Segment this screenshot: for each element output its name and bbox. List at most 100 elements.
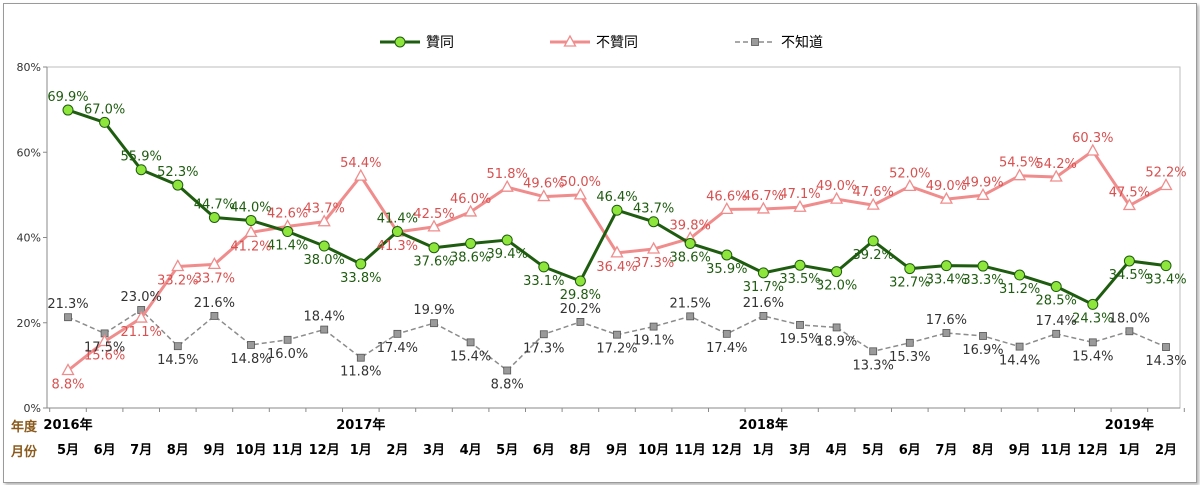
series-1-point (245, 214, 257, 226)
year-label: 2016年 (43, 417, 92, 433)
series-2-data-label: 54.4% (340, 156, 381, 171)
legend: 贊同 不贊同 不知道 (380, 34, 823, 51)
series-1-data-label: 44.0% (230, 200, 271, 215)
series-1-data-label: 33.8% (340, 271, 381, 286)
series-2-data-label: 60.3% (1072, 131, 1113, 146)
series-1-data-label: 35.9% (706, 262, 747, 277)
data-labels: 69.9%67.0%55.9%52.3%44.7%44.0%41.4%38.0%… (47, 90, 1186, 392)
series-3-data-label: 14.5% (157, 353, 198, 368)
series-3-point (173, 342, 182, 351)
series-1-data-label: 29.8% (560, 288, 601, 303)
month-label: 11月 (675, 443, 706, 458)
series-2-data-label: 21.1% (121, 325, 162, 340)
month-label: 8月 (972, 443, 994, 458)
month-label: 6月 (899, 443, 921, 458)
series-1-data-label: 34.5% (1109, 268, 1150, 283)
series-1-data-label: 33.4% (926, 273, 967, 288)
series-3-data-label: 21.6% (194, 296, 235, 311)
series-3-data-label: 18.0% (1109, 311, 1150, 326)
series-1-data-label: 41.4% (267, 239, 308, 254)
series-3-point (905, 338, 914, 347)
series-2-data-label: 51.8% (487, 167, 528, 182)
series-1-data-label: 38.0% (304, 253, 345, 268)
series-1-point (648, 216, 660, 228)
series-2-point (939, 191, 953, 204)
series-3-point (1052, 329, 1061, 338)
series-2-data-label: 49.9% (962, 175, 1003, 190)
series-3-data-label: 19.9% (413, 303, 454, 318)
legend-label-3: 不知道 (781, 34, 823, 51)
series-2-point (537, 189, 551, 202)
series-1-data-label: 41.4% (377, 212, 418, 227)
series-2-point (317, 214, 331, 227)
series-1-data-label: 69.9% (47, 90, 88, 105)
month-label: 9月 (203, 443, 225, 458)
series-2-point (171, 259, 185, 272)
y-tick-label: 60% (17, 146, 41, 159)
series-1-data-label: 32.7% (889, 276, 930, 291)
series-1-data-label: 39.4% (487, 247, 528, 262)
series-3-point (722, 329, 731, 338)
y-tick-label: 0% (24, 402, 41, 415)
series-2-point (1122, 198, 1136, 211)
series-2-point (98, 334, 112, 347)
series-3-point (64, 313, 72, 322)
series-1-data-label: 33.1% (523, 274, 564, 289)
series-2-data-label: 41.3% (377, 239, 418, 254)
series-2-point (976, 187, 990, 200)
series-3-point (759, 312, 768, 320)
series-2-data-label: 8.8% (51, 377, 84, 392)
series-3-data-label: 17.3% (523, 341, 564, 356)
y-tick-label: 20% (17, 317, 41, 330)
series-2-data-label: 46.7% (743, 189, 784, 204)
month-label: 5月 (57, 443, 79, 458)
month-row-label: 月份 (10, 444, 38, 460)
series-3-point (320, 325, 329, 334)
series-3-point (393, 329, 402, 338)
series-2-data-label: 47.6% (853, 185, 894, 200)
legend-marker-3 (751, 38, 759, 46)
series-1-data-label: 38.6% (450, 250, 491, 265)
series-1-point (757, 267, 769, 279)
month-label: 2月 (1155, 443, 1177, 458)
series-3-point (1015, 342, 1024, 351)
series-2-point (500, 179, 514, 192)
series-3-data-label: 17.4% (377, 341, 418, 356)
month-label: 9月 (606, 443, 628, 458)
series-3-point (686, 312, 695, 321)
series-2-data-label: 15.6% (84, 349, 125, 364)
series-2-point (427, 219, 441, 232)
series-3-data-label: 21.6% (743, 296, 784, 311)
month-label: 10月 (638, 443, 669, 458)
series-2-point (756, 201, 770, 214)
series-3-point (979, 332, 987, 340)
series-2-data-label: 37.3% (633, 256, 674, 271)
series-1-point (1087, 298, 1099, 310)
series-3-data-label: 17.6% (926, 313, 967, 328)
series-3-data-label: 14.8% (230, 352, 271, 367)
series-1-data-label: 31.7% (743, 280, 784, 295)
series-1-point (428, 242, 440, 254)
series-3-data-label: 21.5% (670, 296, 711, 311)
series-2-data-label: 47.5% (1109, 186, 1150, 201)
month-label: 12月 (1077, 443, 1108, 458)
month-label: 5月 (496, 443, 518, 458)
series-3-data-label: 11.8% (340, 365, 381, 380)
series-3-data-label: 18.4% (304, 310, 345, 325)
series-3-data-label: 17.5% (84, 340, 125, 355)
series-2-data-label: 47.1% (779, 187, 820, 202)
y-tick-label: 80% (17, 61, 41, 74)
chart-axes: 0% 20% 40% 60% 80% (17, 61, 1185, 415)
series-1-point (1014, 269, 1026, 281)
series-1-point (794, 259, 806, 271)
series-1-data-label: 33.3% (962, 273, 1003, 288)
series-3-data-label: 20.2% (560, 302, 601, 317)
series-2-data-label: 49.6% (523, 177, 564, 192)
series-1-data-label: 67.0% (84, 102, 125, 117)
series-3-point (832, 323, 841, 332)
series-3-point (210, 312, 219, 320)
series-2-point (354, 168, 368, 181)
month-label: 1月 (752, 443, 774, 458)
month-label: 3月 (423, 443, 445, 458)
series-3-data-label: 15.3% (889, 350, 930, 365)
